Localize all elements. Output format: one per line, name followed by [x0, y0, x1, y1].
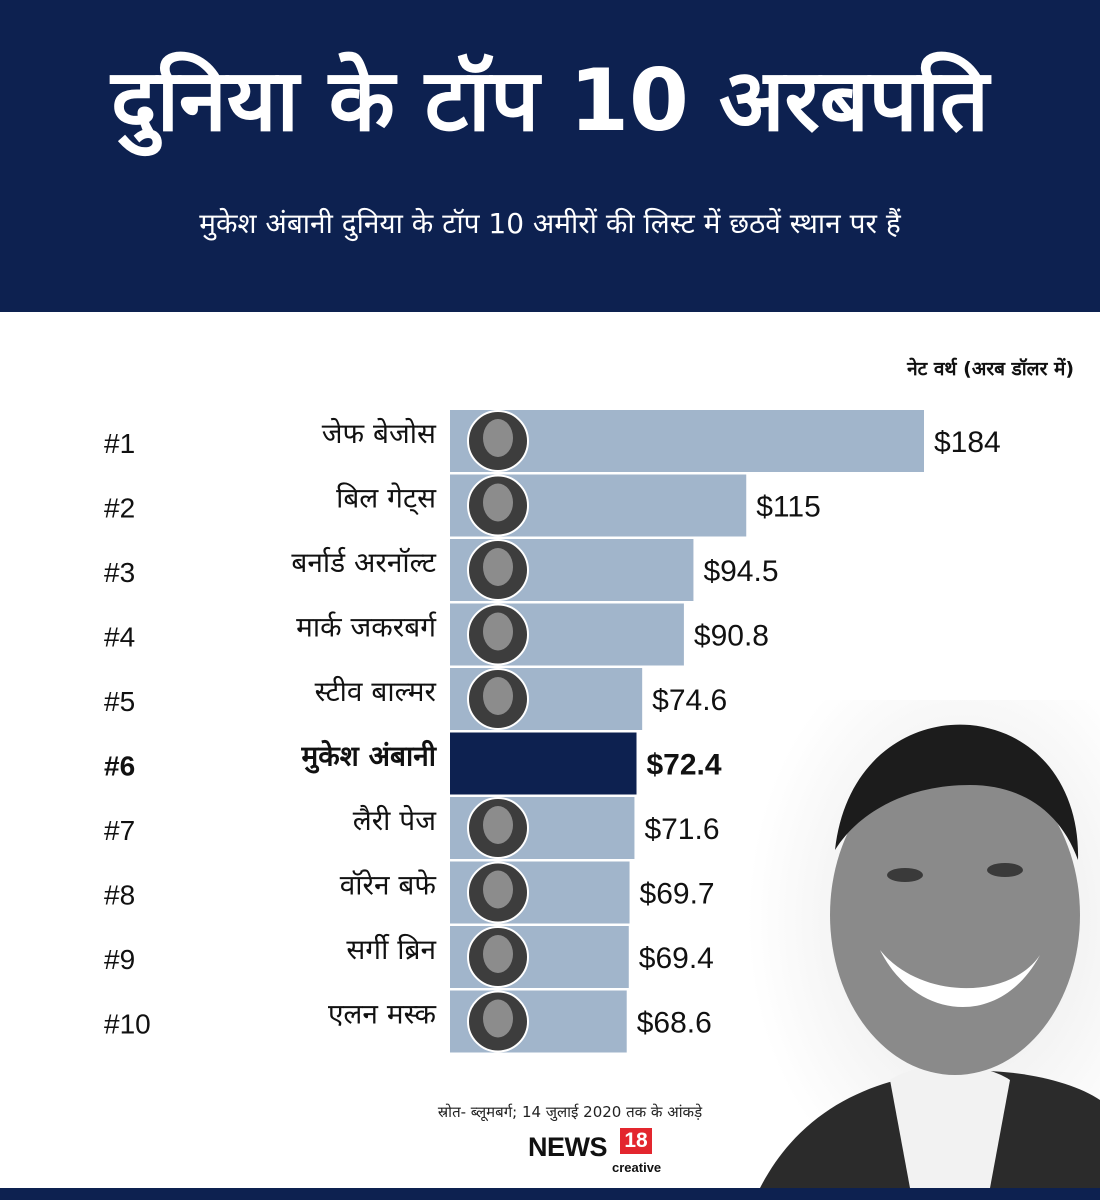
- value-label-7: $71.6: [644, 813, 719, 846]
- name-label-2: बिल गेट्स: [336, 482, 437, 516]
- person-face-4: [483, 612, 513, 651]
- bars-layer: #1 जेफ बेजोस $184 #2 बिल गेट्स $115 #3 बर्नार्ड…: [104, 410, 1001, 1053]
- unit-label: नेट वर्थ (अरब डॉलर में): [907, 358, 1074, 380]
- person-face-8: [483, 870, 513, 909]
- rank-label-1: #1: [104, 428, 135, 459]
- value-label-5: $74.6: [652, 684, 727, 717]
- page-subtitle: मुकेश अंबानी दुनिया के टॉप 10 अमीरों की …: [199, 207, 901, 240]
- person-face-9: [483, 935, 513, 973]
- value-label-8: $69.7: [640, 878, 715, 911]
- logo-text: NEWS: [528, 1132, 608, 1162]
- value-label-6: $72.4: [647, 749, 722, 782]
- person-face-10: [483, 999, 513, 1038]
- person-face-3: [483, 548, 513, 586]
- rank-label-8: #8: [104, 880, 135, 911]
- bottom-bar: [0, 1188, 1100, 1200]
- name-label-5: स्टीव बाल्मर: [315, 675, 437, 708]
- name-label-7: लैरी पेज: [353, 804, 437, 837]
- name-label-6: मुकेश अंबानी: [301, 740, 438, 774]
- source-note: स्रोत- ब्लूमबर्ग; 14 जुलाई 2020 तक के आं…: [437, 1103, 703, 1121]
- logo-sub: creative: [612, 1160, 662, 1175]
- name-label-10: एलन मस्क: [328, 998, 437, 1031]
- rank-label-6: #6: [104, 751, 135, 782]
- person-face-5: [483, 677, 513, 715]
- value-label-4: $90.8: [694, 620, 769, 653]
- rank-label-7: #7: [104, 815, 135, 846]
- name-label-1: जेफ बेजोस: [322, 417, 437, 450]
- person-face-2: [483, 483, 513, 522]
- rank-label-3: #3: [104, 557, 135, 588]
- rank-label-9: #9: [104, 944, 135, 975]
- value-label-9: $69.4: [639, 942, 714, 975]
- person-face-1: [483, 419, 513, 457]
- logo-number: 18: [620, 1128, 652, 1154]
- rank-label-4: #4: [104, 622, 135, 653]
- bar-6: [450, 732, 637, 795]
- portrait-illustration: [740, 700, 1100, 1188]
- rank-label-5: #5: [104, 686, 135, 717]
- header-banner: दुनिया के टॉप 10 अरबपति मुकेश अंबानी दुन…: [0, 0, 1100, 312]
- name-label-8: वॉरेन बफे: [340, 869, 438, 902]
- value-label-10: $68.6: [637, 1007, 712, 1040]
- value-label-1: $184: [934, 426, 1001, 459]
- person-face-7: [483, 806, 513, 844]
- rank-label-10: #10: [104, 1009, 151, 1040]
- name-label-4: मार्क जकरबर्ग: [296, 611, 437, 644]
- rank-label-2: #2: [104, 493, 135, 524]
- name-label-9: सर्गी ब्रिन: [346, 933, 436, 966]
- name-label-3: बर्नार्ड अरनॉल्ट: [291, 546, 437, 579]
- page-title: दुनिया के टॉप 10 अरबपति: [111, 51, 989, 151]
- value-label-2: $115: [756, 491, 821, 524]
- news18-logo: NEWS 18 creative: [528, 1128, 661, 1176]
- value-label-3: $94.5: [703, 555, 778, 588]
